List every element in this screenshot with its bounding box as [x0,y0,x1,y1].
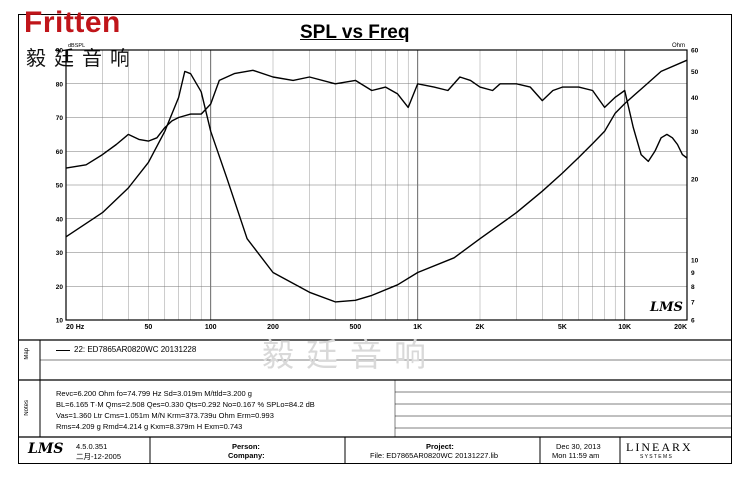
chart-labels: 20 Hz 50 100 200 500 1K 2K 5K 10K 20K 10 20 30 40 50 60… [56,43,699,331]
y-right-tick-label: 6 [691,318,695,325]
y-left-tick-label: 10 [56,318,64,325]
y-right-tick-label: 50 [691,69,699,76]
footer-file: File: ED7865AR0820WC 20131227.lib [370,451,498,460]
y-left-tick-label: 40 [56,216,64,223]
report-lines [18,339,732,464]
y-left-tick-label: 50 [56,183,64,190]
x-tick-label: 50 [144,324,152,331]
plot-area [65,49,688,321]
chart-grid [65,49,688,321]
legend-swatch [56,350,70,351]
y-right-tick-label: 60 [691,48,699,55]
y-right-tick-label: 40 [691,95,699,102]
y-right-unit: Ohm [672,43,685,49]
footer-project-label: Project: [426,442,454,451]
y-right-tick-label: 9 [691,270,695,277]
y-left-tick-label: 20 [56,284,64,291]
footer-time: Mon 11:59 am [552,451,600,460]
series-line-spl [65,69,688,169]
note-line-3: Vas=1.360 Ltr Cms=1.051m M/N Krm=373.739… [56,411,274,420]
side-label-map: Map [24,348,30,360]
chart-lms-logo: LMS [650,300,683,315]
x-tick-label: 100 [205,324,217,331]
y-right-tick-label: 30 [691,129,699,136]
footer-date: Dec 30, 2013 [556,442,601,451]
watermark: 毅廷音响 [262,336,439,374]
x-tick-label: 10K [618,324,631,331]
x-tick-label: 20K [674,324,687,331]
x-tick-label: 5K [558,324,567,331]
y-left-tick-label: 60 [56,149,64,156]
note-line-2: BL=6.165 T·M Qms=2.508 Qes=0.330 Qts=0.2… [56,400,315,409]
series-line-impedance [65,59,688,303]
y-left-tick-label: 30 [56,250,64,257]
y-left-tick-label: 80 [56,81,64,88]
side-label-notes: Notes [24,400,30,416]
y-right-tick-label: 20 [691,176,699,183]
legend-entry: 22: ED7865AR0820WC 20131228 [74,345,197,354]
y-right-tick-label: 8 [691,284,695,291]
footer-version: 4.5.0.351 [76,442,108,451]
report-frame [18,14,732,464]
note-line-4: Rms=4.209 g Rmd=4.214 g Kxm=8.379m H Exm… [56,422,243,431]
footer-linearx-logo: LINEARX [626,440,693,454]
footer-company-label: Company: [228,451,265,460]
x-tick-label: 500 [350,324,362,331]
footer-lms-logo: LMS [28,441,64,457]
x-tick-label: 200 [267,324,279,331]
chart-title: SPL vs Freq [300,22,410,43]
x-tick-label: 2K [476,324,485,331]
footer-linearx-sub: S Y S T E M S [640,454,672,460]
brand-logo: Fritten [24,6,121,39]
y-left-tick-label: 90 [56,48,64,55]
chart-series [65,59,688,303]
x-tick-label: 1K [413,324,422,331]
x-tick-label: 20 Hz [66,324,85,331]
y-left-unit: dBSPL [68,43,85,49]
y-right-tick-label: 7 [691,299,695,306]
y-right-tick-label: 10 [691,258,699,265]
note-line-1: Revc=6.200 Ohm fo=74.799 Hz Sd=3.019m M/… [56,389,252,398]
footer-person-label: Person: [232,442,260,451]
y-left-tick-label: 70 [56,115,64,122]
footer-version-date: 二月-12-2005 [76,452,122,461]
